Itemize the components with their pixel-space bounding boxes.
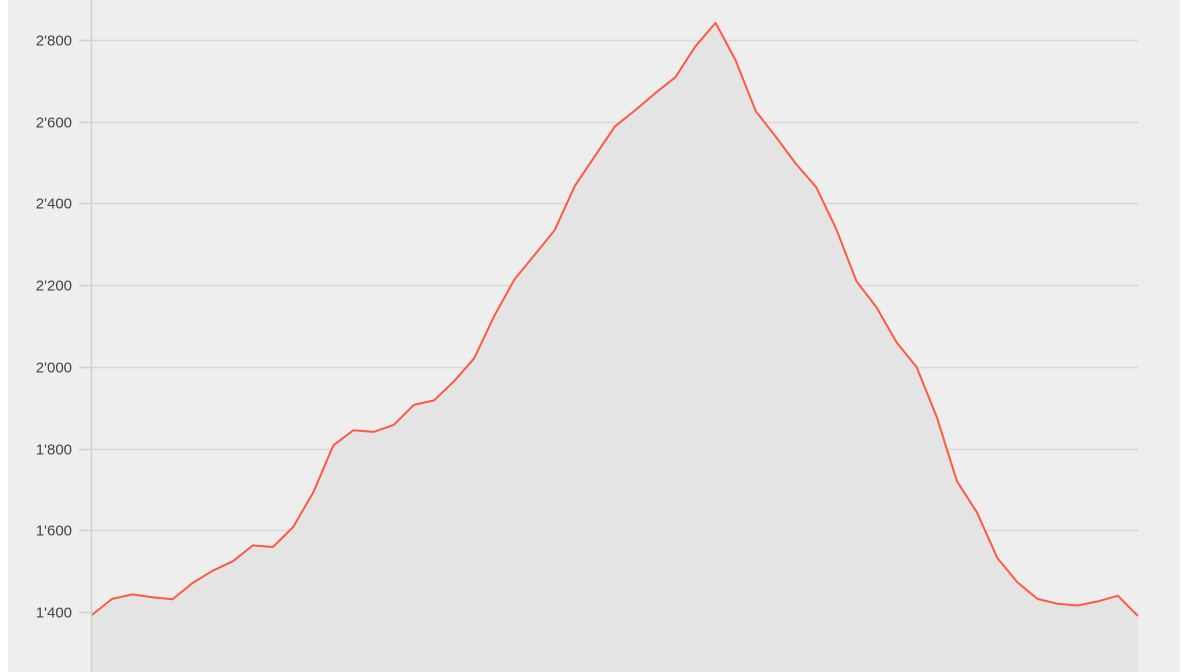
elevation-line xyxy=(91,21,1139,617)
y-tick-label: 1'800 xyxy=(36,442,72,459)
y-tick-label: 1'600 xyxy=(36,523,72,540)
y-tick-label: 2'600 xyxy=(36,115,72,132)
y-tick-label: 2'800 xyxy=(36,33,72,50)
y-axis-ticks: 1'400 1'600 1'800 2'000 2'200 2'400 2'600 2'800 xyxy=(36,33,91,622)
y-tick-label: 1'400 xyxy=(36,605,72,622)
y-tick-label: 2'000 xyxy=(36,360,72,377)
y-tick-label: 2'200 xyxy=(36,278,72,295)
y-tick-label: 2'400 xyxy=(36,196,72,213)
elevation-area xyxy=(92,22,1138,672)
